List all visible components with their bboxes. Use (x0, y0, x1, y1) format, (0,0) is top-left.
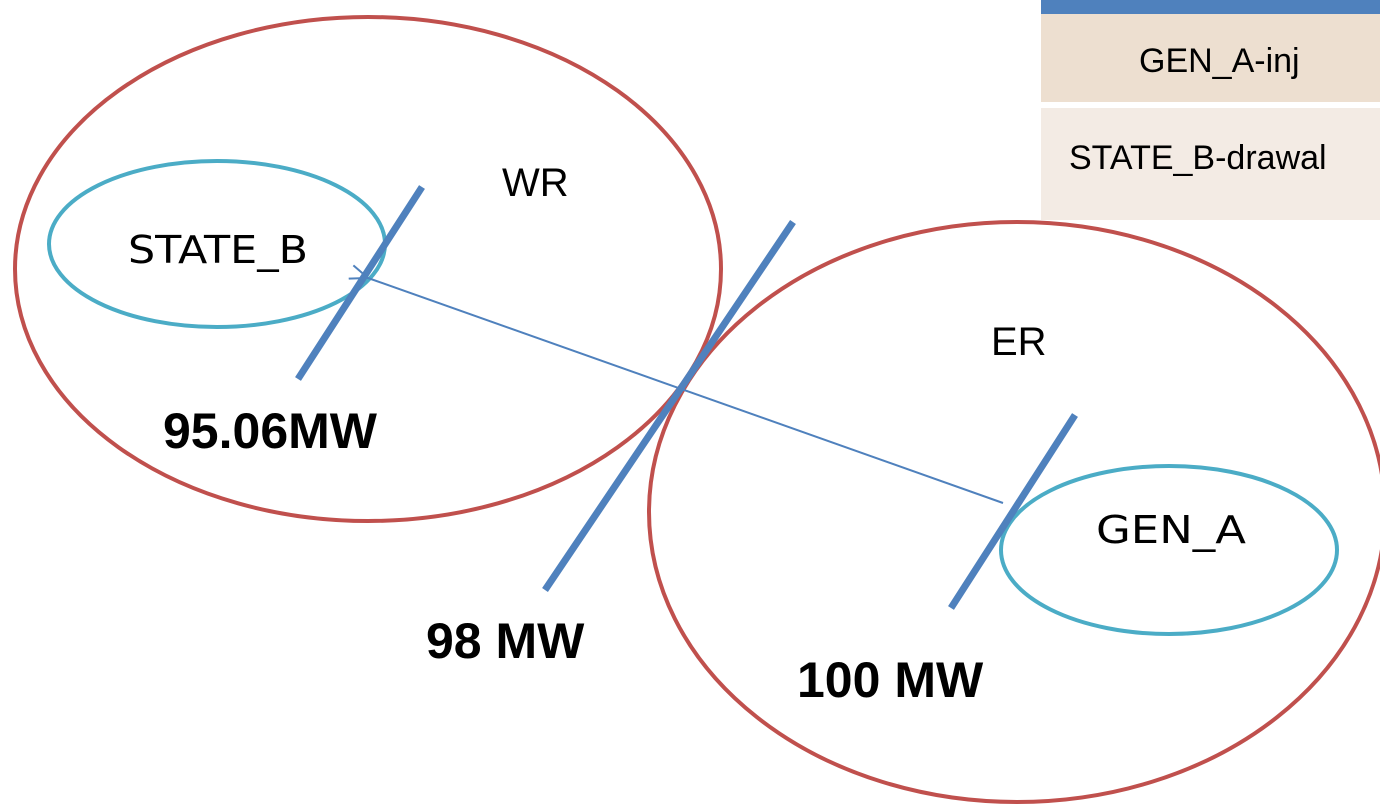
node-state-b-label: STATE_B (128, 228, 308, 272)
cut-line-boundary (542, 220, 796, 592)
cut-line-gen-a (948, 413, 1078, 610)
flow-value-gen-a: 100 MW (797, 652, 984, 708)
table-row-gen-a-inj: GEN_A-inj (1041, 14, 1380, 108)
table-row-state-b-drawal: STATE_B-drawal (1041, 108, 1380, 220)
region-wr-label: WR (502, 161, 569, 205)
flow-value-state-b: 95.06MW (163, 403, 378, 459)
flow-arrow (368, 278, 1004, 504)
region-wr-ellipse (13, 15, 723, 523)
node-gen-a-ellipse (999, 464, 1339, 636)
flow-value-boundary: 98 MW (426, 613, 585, 669)
region-er-ellipse (647, 220, 1380, 804)
cut-line-state-b (295, 185, 425, 381)
node-gen-a-label: GEN_A (1096, 508, 1246, 552)
region-er-label: ER (991, 320, 1047, 364)
table-header-bar (1041, 0, 1380, 14)
injection-drawal-table: GEN_A-inj STATE_B-drawal (1041, 0, 1380, 220)
